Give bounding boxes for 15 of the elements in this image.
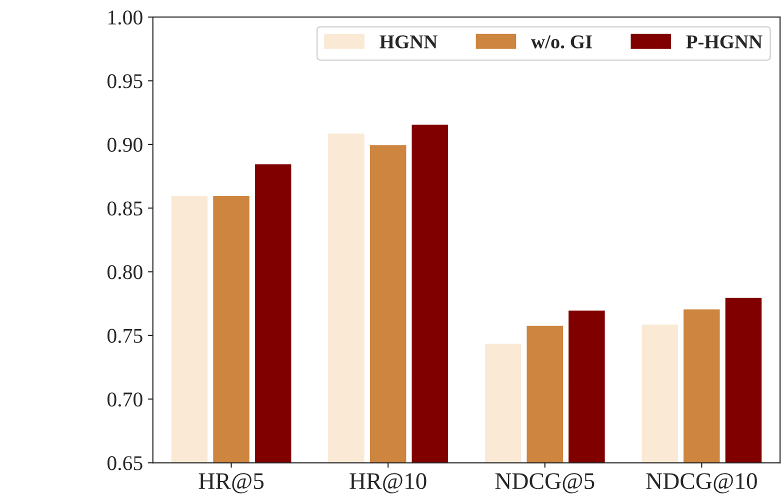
- y-tick-label: 0.75: [107, 328, 142, 343]
- y-tick-label: 0.70: [107, 392, 142, 407]
- y-tick-label: 0.80: [107, 265, 142, 280]
- y-tick-label: 0.85: [107, 201, 142, 216]
- x-tick-label: NDCG@10: [646, 473, 757, 494]
- y-tick-label: 0.90: [107, 138, 142, 152]
- y-tick-label: 1.00: [108, 10, 142, 25]
- x-tick-label: NDCG@5: [495, 473, 594, 494]
- x-tick-label: HR@10: [350, 473, 426, 494]
- legend-label: P-HGNN: [686, 35, 762, 48]
- y-tick-label: 0.65: [107, 456, 142, 470]
- legend-label: HGNN: [380, 35, 438, 48]
- y-tick-label: 0.95: [107, 74, 142, 88]
- x-tick-label: HR@5: [198, 473, 264, 494]
- legend-label: w/o. GI: [531, 35, 592, 48]
